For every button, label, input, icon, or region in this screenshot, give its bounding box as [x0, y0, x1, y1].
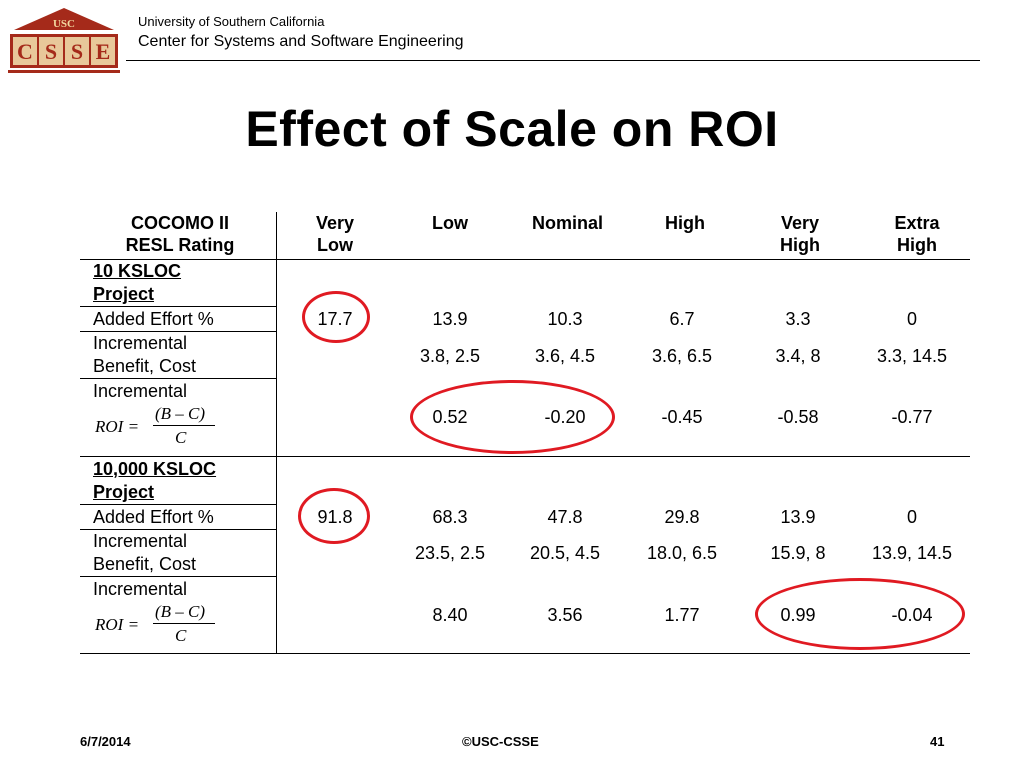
row-divider	[80, 331, 276, 332]
roi-value: -0.77	[891, 407, 933, 427]
benefit-cost-value: 15.9, 8	[770, 543, 826, 563]
fraction-bar	[153, 623, 215, 624]
logo-letter: S	[45, 39, 57, 64]
formula-denominator: C	[175, 428, 187, 447]
formula-lhs: ROI =	[95, 417, 140, 436]
logo-letter: C	[17, 39, 33, 64]
col-header: Nominal	[531, 213, 603, 233]
slide-title: Effect of Scale on ROI	[245, 101, 779, 157]
row-divider	[80, 456, 970, 457]
roi-value: 8.40	[432, 605, 468, 625]
footer-page-number: 41	[930, 734, 945, 749]
benefit-label: Incremental	[93, 531, 188, 551]
project-label: Project	[93, 482, 155, 502]
col-header: Low	[317, 235, 353, 255]
formula-denominator: C	[175, 626, 187, 645]
col-header: Very	[315, 213, 355, 233]
project-label: 10 KSLOC	[93, 261, 182, 281]
fraction-bar	[153, 425, 215, 426]
center-name: Center for Systems and Software Engineer…	[138, 33, 464, 50]
effort-value: 0	[906, 309, 917, 329]
highlight-circle	[755, 578, 965, 650]
formula-lhs: ROI =	[95, 615, 140, 634]
effort-value: 13.9	[432, 309, 468, 329]
row-divider	[80, 576, 276, 577]
col-header: High	[897, 235, 937, 255]
roi-value: -0.58	[777, 407, 819, 427]
col-header: High	[780, 235, 820, 255]
roi-value: 3.56	[547, 605, 583, 625]
highlight-circle	[302, 291, 370, 343]
effort-value: 47.8	[547, 507, 583, 527]
col-header: Very	[780, 213, 820, 233]
header-rating-line1: COCOMO II	[131, 213, 229, 233]
footer-date: 6/7/2014	[80, 734, 131, 749]
formula-numerator: (B – C)	[155, 602, 206, 621]
formula-numerator: (B – C)	[155, 404, 206, 423]
roi-label: Incremental	[93, 381, 188, 401]
row-divider	[80, 378, 276, 379]
usc-csse-logo: USC C S S E	[8, 8, 120, 73]
row-divider	[80, 306, 276, 307]
benefit-label: Benefit, Cost	[93, 554, 197, 574]
project-label: Project	[93, 284, 155, 304]
effort-value: 3.3	[785, 309, 811, 329]
benefit-cost-value: 3.4, 8	[775, 346, 821, 366]
column-divider	[276, 212, 277, 653]
effort-label: Added Effort %	[93, 507, 214, 527]
logo-usc-text: USC	[53, 18, 75, 30]
effort-value: 6.7	[669, 309, 695, 329]
benefit-cost-value: 18.0, 6.5	[646, 543, 718, 563]
col-header: Low	[432, 213, 468, 233]
effort-value: 29.8	[664, 507, 700, 527]
col-header: High	[665, 213, 705, 233]
benefit-cost-value: 3.3, 14.5	[876, 346, 948, 366]
header-divider	[126, 60, 980, 61]
benefit-cost-value: 3.6, 4.5	[534, 346, 596, 366]
effort-value: 10.3	[547, 309, 583, 329]
effort-value: 68.3	[432, 507, 468, 527]
logo-letter: E	[96, 39, 111, 64]
roi-label: Incremental	[93, 579, 188, 599]
benefit-label: Benefit, Cost	[93, 356, 197, 376]
benefit-cost-value: 3.6, 6.5	[651, 346, 713, 366]
col-header: Extra	[894, 213, 940, 233]
row-divider	[80, 504, 276, 505]
university-name: University of Southern California	[138, 14, 325, 29]
roi-value: 1.77	[664, 605, 700, 625]
effort-label: Added Effort %	[93, 309, 214, 329]
logo-letter: S	[71, 39, 83, 64]
highlight-circle	[410, 380, 615, 454]
row-divider	[80, 653, 970, 654]
benefit-label: Incremental	[93, 333, 188, 353]
header-rating-line2: RESL Rating	[125, 235, 235, 255]
benefit-cost-value: 20.5, 4.5	[529, 543, 601, 563]
effort-value: 0	[906, 507, 917, 527]
roi-value: -0.45	[661, 407, 703, 427]
row-divider	[80, 529, 276, 530]
highlight-circle	[298, 488, 370, 544]
project-label: 10,000 KSLOC	[93, 459, 217, 479]
footer-copyright: ©USC-CSSE	[462, 734, 539, 749]
benefit-cost-value: 23.5, 2.5	[414, 543, 486, 563]
benefit-cost-value: 13.9, 14.5	[871, 543, 953, 563]
row-divider	[80, 259, 970, 260]
benefit-cost-value: 3.8, 2.5	[419, 346, 481, 366]
effort-value: 13.9	[780, 507, 816, 527]
